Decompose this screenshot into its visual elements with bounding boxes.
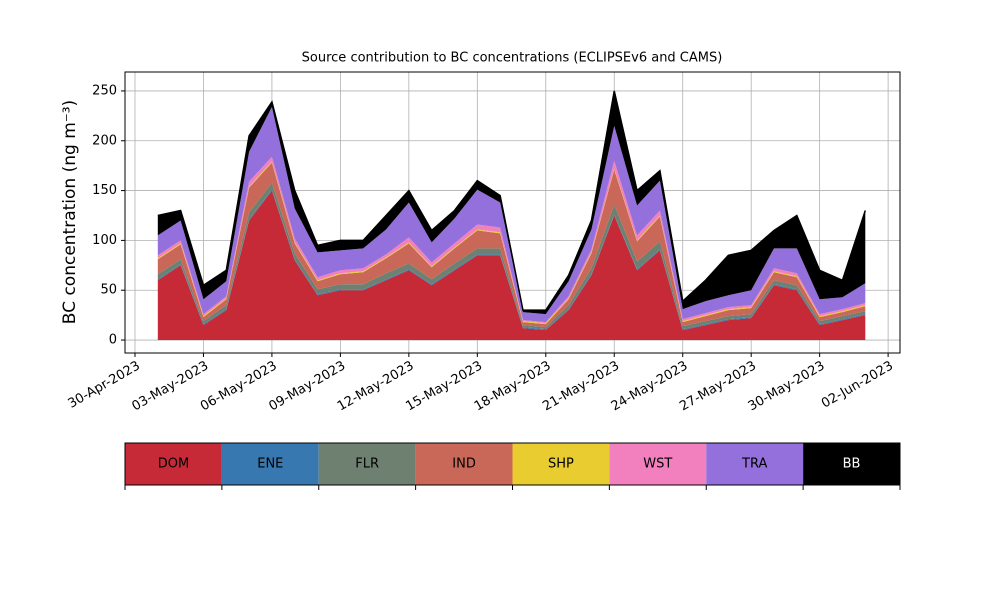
legend-swatch xyxy=(318,443,416,485)
legend-label: TRA xyxy=(741,457,767,472)
legend-frame xyxy=(124,442,901,486)
y-tick-label: 200 xyxy=(92,133,117,148)
area-top-edge xyxy=(157,90,867,311)
x-tick-label: 15-May-2023 xyxy=(403,359,485,415)
x-tick-label: 18-May-2023 xyxy=(472,359,554,415)
y-tick-label: 0 xyxy=(109,333,117,348)
legend-label: WST xyxy=(643,457,672,472)
legend-label: IND xyxy=(452,457,476,472)
legend-swatch xyxy=(609,443,707,485)
legend-swatch xyxy=(415,443,513,485)
legend-label: DOM xyxy=(158,457,189,472)
x-tick-label: 21-May-2023 xyxy=(540,359,622,415)
x-tick-label: 06-May-2023 xyxy=(198,359,280,415)
legend-label: FLR xyxy=(355,457,379,472)
x-tick-label: 24-May-2023 xyxy=(609,359,691,415)
legend-swatch xyxy=(221,443,319,485)
area xyxy=(157,106,866,323)
legend-swatch xyxy=(125,443,222,485)
legend-swatch xyxy=(803,443,900,485)
y-tick-label: 100 xyxy=(92,233,117,248)
x-tick-label: 27-May-2023 xyxy=(677,359,759,415)
legend-swatch xyxy=(512,443,610,485)
y-tick-label: 250 xyxy=(92,83,117,98)
legend-label: BB xyxy=(843,457,861,472)
x-tick-label: 09-May-2023 xyxy=(266,359,348,415)
y-tick-label: 50 xyxy=(100,283,117,298)
legend-label: ENE xyxy=(257,457,283,472)
x-tick-label: 30-May-2023 xyxy=(746,359,828,415)
legend-swatch xyxy=(706,443,804,485)
x-tick-label: 02-Jun-2023 xyxy=(819,359,896,412)
x-tick-label: 12-May-2023 xyxy=(335,359,417,415)
y-tick-label: 150 xyxy=(92,183,117,198)
chart-title: Source contribution to BC concentrations… xyxy=(302,51,723,66)
plot-frame xyxy=(124,71,901,354)
x-tick-label: 03-May-2023 xyxy=(130,359,212,415)
y-axis-label: BC concentration (ng m⁻³) xyxy=(60,100,80,324)
area xyxy=(157,190,866,341)
legend-label: SHP xyxy=(548,457,574,472)
